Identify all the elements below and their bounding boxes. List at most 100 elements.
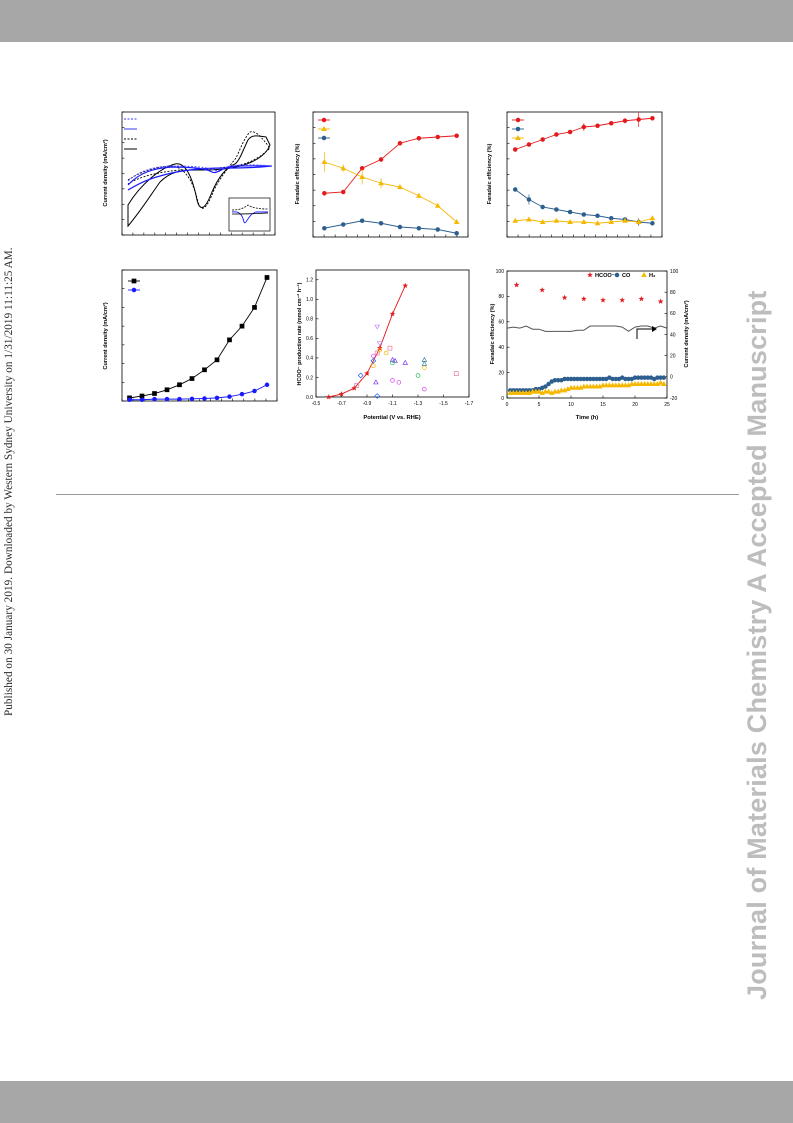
data-point <box>454 133 459 139</box>
data-point <box>139 393 145 399</box>
y-tick-label: 0.0 <box>306 395 313 401</box>
data-point <box>152 391 157 396</box>
x-tick-label: -1.7 <box>465 401 474 407</box>
data-point <box>593 383 600 389</box>
series-line <box>129 384 268 401</box>
data-point <box>364 370 370 377</box>
legend-marker <box>321 117 327 123</box>
data-point <box>322 191 327 196</box>
data-point <box>545 388 552 394</box>
panel-c-ylabel: Faradaic efficiency (%) <box>487 144 493 205</box>
data-point <box>651 381 657 386</box>
data-point <box>321 158 328 164</box>
data-point <box>416 226 422 231</box>
data-point <box>374 324 380 330</box>
data-point <box>152 396 157 402</box>
data-point <box>635 218 642 224</box>
data-point <box>587 383 593 389</box>
legend-marker <box>321 125 327 131</box>
data-point <box>513 389 520 395</box>
data-point <box>354 382 360 388</box>
data-point <box>580 295 587 302</box>
y-tick-label: 100 <box>496 269 505 275</box>
data-point <box>568 384 574 390</box>
data-point <box>574 384 581 390</box>
panel-f-ylabel-left: Faradaic efficiency (%) <box>490 304 496 365</box>
x-tick-label: 25 <box>664 402 670 408</box>
data-point <box>397 141 403 146</box>
data-point <box>650 115 655 121</box>
data-point <box>338 391 345 397</box>
panel-c-fe-plot: Faradaic efficiency (%) <box>487 111 663 238</box>
x-tick-label: 20 <box>632 402 638 408</box>
data-point <box>540 137 545 142</box>
data-point <box>139 397 145 403</box>
panel-f-ylabel-right: Current density (mA/cm²) <box>683 300 690 367</box>
data-point <box>638 295 645 302</box>
y-tick-label-right: 20 <box>670 353 676 359</box>
panel-a-inset <box>228 197 271 232</box>
data-point <box>622 382 629 388</box>
data-point <box>227 337 232 343</box>
data-point <box>581 212 587 217</box>
data-point <box>554 207 559 212</box>
data-point <box>127 397 132 403</box>
data-point <box>510 389 517 395</box>
data-point <box>422 365 427 370</box>
data-point <box>567 129 573 135</box>
data-point <box>526 197 532 202</box>
y-tick-label-right: 40 <box>670 332 676 338</box>
y-tick-label-right: 80 <box>670 290 676 296</box>
data-point <box>415 373 421 378</box>
series-line <box>514 189 653 224</box>
data-point <box>340 165 347 171</box>
data-point <box>546 381 551 387</box>
y-tick-label-right: -20 <box>670 396 677 402</box>
series-line <box>129 277 268 399</box>
y-tick-label-right: 0 <box>670 375 673 381</box>
x-tick-label: 0 <box>506 402 509 408</box>
data-point <box>322 226 327 231</box>
data-point <box>371 353 376 359</box>
data-point <box>629 381 635 386</box>
panel-e-xlabel: Potential (V vs. RHE) <box>363 415 420 421</box>
data-point <box>512 187 518 192</box>
data-point <box>357 372 364 379</box>
data-point <box>435 227 441 232</box>
data-point <box>340 189 346 195</box>
series-line <box>324 135 457 194</box>
y-tick-label: 20 <box>498 370 504 376</box>
data-point <box>613 382 619 388</box>
data-point <box>632 381 638 386</box>
data-point <box>402 359 409 365</box>
panel-b-ylabel: Faradaic efficiency (%) <box>295 144 301 205</box>
data-point <box>390 360 395 366</box>
data-point <box>641 381 648 386</box>
data-point <box>603 382 609 388</box>
legend-marker <box>515 126 521 132</box>
data-point <box>340 222 346 227</box>
data-point <box>392 357 398 363</box>
data-point <box>454 231 459 236</box>
y-tick-label: 80 <box>498 294 504 300</box>
data-point <box>581 383 587 389</box>
data-point <box>421 360 428 366</box>
panel-a-legend <box>124 118 137 150</box>
data-point <box>373 379 379 385</box>
data-point <box>657 379 664 385</box>
data-point <box>252 388 257 394</box>
series-line <box>324 161 457 223</box>
data-point <box>529 388 536 394</box>
y-tick-label: 1.0 <box>306 297 313 303</box>
publication-note: Published on 30 January 2019. Downloaded… <box>3 247 15 716</box>
data-point <box>513 281 520 288</box>
data-point <box>264 382 270 388</box>
data-point <box>635 381 641 386</box>
data-point <box>359 173 365 179</box>
data-point <box>584 383 590 389</box>
data-point <box>390 378 395 383</box>
data-point <box>453 371 459 376</box>
data-point <box>554 132 559 137</box>
data-point <box>416 136 422 141</box>
data-point <box>526 216 532 222</box>
